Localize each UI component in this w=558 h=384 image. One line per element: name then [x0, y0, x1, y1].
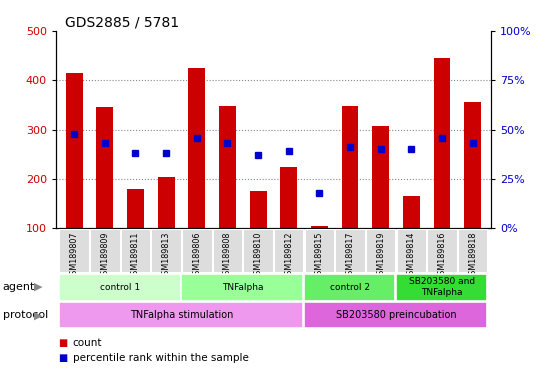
Bar — [59, 302, 303, 328]
Text: GSM189819: GSM189819 — [376, 231, 385, 280]
Bar — [305, 229, 334, 272]
Text: protocol: protocol — [3, 310, 48, 320]
Text: control 1: control 1 — [100, 283, 140, 291]
Bar — [366, 229, 396, 272]
Text: agent: agent — [3, 282, 35, 292]
Text: GSM189808: GSM189808 — [223, 231, 232, 280]
Text: GSM189815: GSM189815 — [315, 231, 324, 280]
Bar — [464, 103, 481, 228]
Text: SB203580 preincubation: SB203580 preincubation — [336, 310, 456, 320]
Text: percentile rank within the sample: percentile rank within the sample — [73, 353, 248, 363]
Text: GSM189812: GSM189812 — [284, 231, 294, 280]
Text: count: count — [73, 338, 102, 348]
Bar — [60, 229, 89, 272]
Bar — [59, 273, 181, 301]
Text: GDS2885 / 5781: GDS2885 / 5781 — [65, 16, 179, 30]
Bar — [434, 58, 450, 228]
Bar — [397, 229, 426, 272]
Bar — [304, 302, 487, 328]
Bar — [280, 167, 297, 228]
Text: TNFalpha: TNFalpha — [222, 283, 263, 291]
Bar — [458, 229, 487, 272]
Text: TNFalpha stimulation: TNFalpha stimulation — [130, 310, 233, 320]
Bar — [427, 229, 456, 272]
Bar — [403, 196, 420, 228]
Bar — [274, 229, 304, 272]
Text: GSM189813: GSM189813 — [162, 231, 171, 280]
Bar — [249, 191, 267, 228]
Text: GSM189814: GSM189814 — [407, 231, 416, 280]
Text: GSM189811: GSM189811 — [131, 231, 140, 280]
Text: control 2: control 2 — [330, 283, 370, 291]
Bar — [151, 229, 181, 272]
Bar — [311, 226, 328, 228]
Bar — [213, 229, 242, 272]
Bar — [182, 229, 211, 272]
Bar — [97, 108, 113, 228]
Text: ▶: ▶ — [33, 282, 42, 292]
Bar — [90, 229, 119, 272]
Text: GSM189817: GSM189817 — [345, 231, 354, 280]
Bar — [219, 106, 236, 228]
Bar — [372, 126, 389, 228]
Text: SB203580 and
TNFalpha: SB203580 and TNFalpha — [409, 277, 475, 297]
Text: ■: ■ — [59, 353, 68, 363]
Bar — [335, 229, 365, 272]
Text: GSM189818: GSM189818 — [468, 231, 477, 280]
Bar — [181, 273, 303, 301]
Bar — [396, 273, 487, 301]
Text: GSM189810: GSM189810 — [253, 231, 263, 280]
Bar — [341, 106, 358, 228]
Text: GSM189816: GSM189816 — [437, 231, 446, 280]
Bar — [158, 177, 175, 228]
Bar — [243, 229, 273, 272]
Bar — [66, 73, 83, 228]
Bar — [121, 229, 150, 272]
Text: ■: ■ — [59, 338, 68, 348]
Text: GSM189806: GSM189806 — [193, 231, 201, 280]
Text: GSM189807: GSM189807 — [70, 231, 79, 280]
Bar — [127, 189, 144, 228]
Bar — [189, 68, 205, 228]
Bar — [304, 273, 395, 301]
Text: ▶: ▶ — [33, 310, 42, 320]
Text: GSM189809: GSM189809 — [100, 231, 109, 280]
